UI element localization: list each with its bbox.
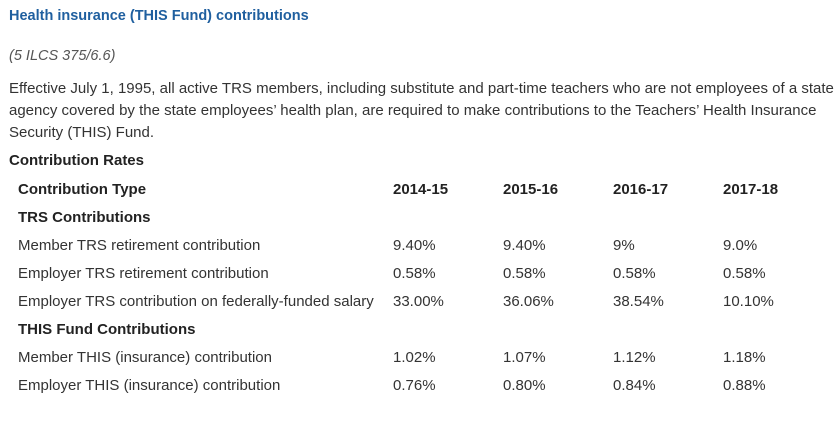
rate-cell: 9.40% [503,237,546,254]
column-header: 2014-15 [393,181,449,198]
rate-cell: 33.00% [393,293,444,310]
row-label: Employer TRS retirement contribution [18,265,269,282]
rate-cell: 0.58% [393,265,436,282]
rate-cell: 0.58% [723,265,766,282]
row-label: Employer THIS (insurance) contribution [18,377,281,394]
section-row: TRS Contributions [9,204,824,232]
rate-cell: 9.0% [723,237,758,254]
rate-cell: 0.58% [613,265,656,282]
row-label: Employer TRS contribution on federally-f… [18,293,374,310]
rate-cell: 38.54% [613,293,664,310]
data-row: Employer TRS retirement contribution 0.58… [9,260,824,288]
rate-cell: 0.88% [723,377,766,394]
rate-cell: 0.80% [503,377,546,394]
section-label: THIS Fund Contributions [18,321,196,338]
column-header: 2017-18 [723,181,779,198]
header-row: Contribution Type 2014-15 2015-16 2016-17 20… [9,176,824,204]
row-label: Member TRS retirement contribution [18,237,261,254]
table-caption: Contribution Rates [9,152,144,169]
rate-cell: 0.84% [613,377,656,394]
paragraph: Effective July 1, 1995, all active TRS m… [9,80,834,141]
rates-table: Contribution Type 2014-15 2015-16 2016-17 20… [9,176,824,400]
section-row: THIS Fund Contributions [9,316,824,344]
column-header: Contribution Type [18,181,147,198]
data-row: Employer TRS contribution on federally-f… [9,288,824,316]
rate-cell: 9% [613,237,635,254]
rate-cell: 0.76% [393,377,436,394]
column-header: 2016-17 [613,181,669,198]
rate-cell: 1.12% [613,349,656,366]
rate-cell: 9.40% [393,237,436,254]
column-header: 2015-16 [503,181,559,198]
rate-cell: 10.10% [723,293,774,310]
citation: (5 ILCS 375/6.6) [9,48,116,64]
rate-cell: 36.06% [503,293,554,310]
section-label: TRS Contributions [18,209,151,226]
rate-cell: 0.58% [503,265,546,282]
data-row: Member TRS retirement contribution 9.40% 9… [9,232,824,260]
rate-cell: 1.18% [723,349,766,366]
data-row: Employer THIS (insurance) contribution 0.… [9,372,824,400]
rate-cell: 1.02% [393,349,436,366]
row-label: Member THIS (insurance) contribution [18,349,272,366]
section-title: Health insurance (THIS Fund) contributio… [9,8,309,24]
data-row: Member THIS (insurance) contribution 1.02… [9,344,824,372]
rate-cell: 1.07% [503,349,546,366]
